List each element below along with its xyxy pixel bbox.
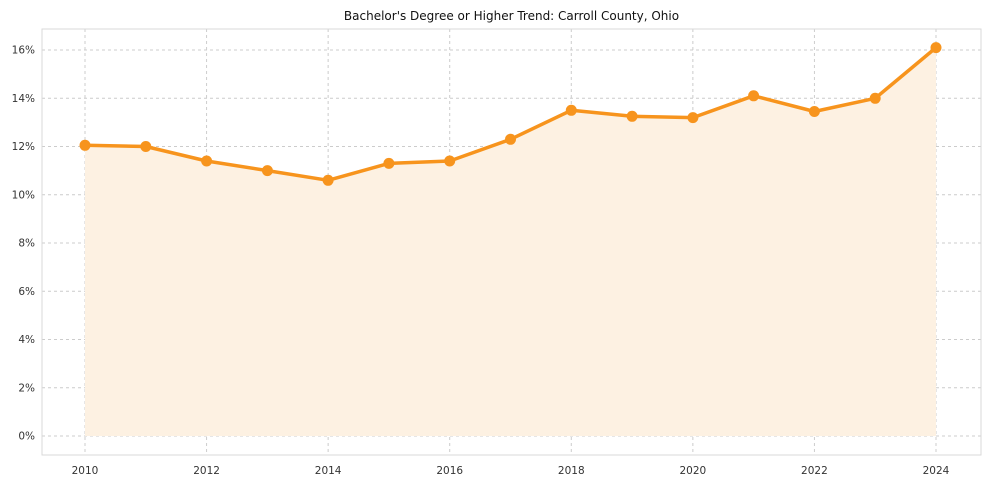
x-tick-label: 2022 bbox=[801, 465, 828, 477]
data-point-marker bbox=[505, 133, 516, 145]
data-point-marker bbox=[687, 112, 699, 124]
chart-title: Bachelor's Degree or Higher Trend: Carro… bbox=[343, 9, 680, 23]
data-point-marker bbox=[383, 157, 395, 169]
y-tick-label: 10% bbox=[12, 189, 35, 201]
x-tick-label: 2016 bbox=[436, 465, 463, 477]
data-point-marker bbox=[930, 42, 942, 54]
x-tick-label: 2024 bbox=[923, 465, 950, 477]
y-tick-label: 14% bbox=[12, 93, 35, 105]
data-point-marker bbox=[869, 92, 881, 104]
y-tick-label: 2% bbox=[18, 382, 35, 394]
y-tick-label: 0% bbox=[18, 431, 35, 443]
data-point-marker bbox=[140, 141, 152, 152]
data-point-marker bbox=[565, 104, 577, 116]
x-tick-label: 2010 bbox=[72, 465, 99, 477]
y-tick-label: 6% bbox=[18, 286, 35, 298]
x-tick-label: 2012 bbox=[193, 465, 220, 477]
y-tick-label: 16% bbox=[12, 45, 35, 57]
data-point-marker bbox=[444, 155, 456, 167]
data-point-marker bbox=[261, 165, 273, 177]
plot-border bbox=[41, 28, 982, 456]
y-tick-label: 12% bbox=[12, 141, 35, 153]
data-point-marker bbox=[201, 155, 213, 167]
x-tick-label: 2014 bbox=[315, 465, 342, 477]
y-tick-label: 8% bbox=[18, 238, 35, 250]
y-tick-label: 4% bbox=[18, 334, 35, 346]
data-point-marker bbox=[322, 174, 334, 186]
data-point-marker bbox=[808, 106, 820, 117]
data-point-marker bbox=[79, 139, 91, 151]
data-point-marker bbox=[748, 90, 760, 102]
x-tick-label: 2018 bbox=[558, 465, 585, 477]
area-fill bbox=[85, 47, 936, 436]
data-point-marker bbox=[626, 110, 638, 122]
x-tick-label: 2020 bbox=[679, 465, 706, 477]
